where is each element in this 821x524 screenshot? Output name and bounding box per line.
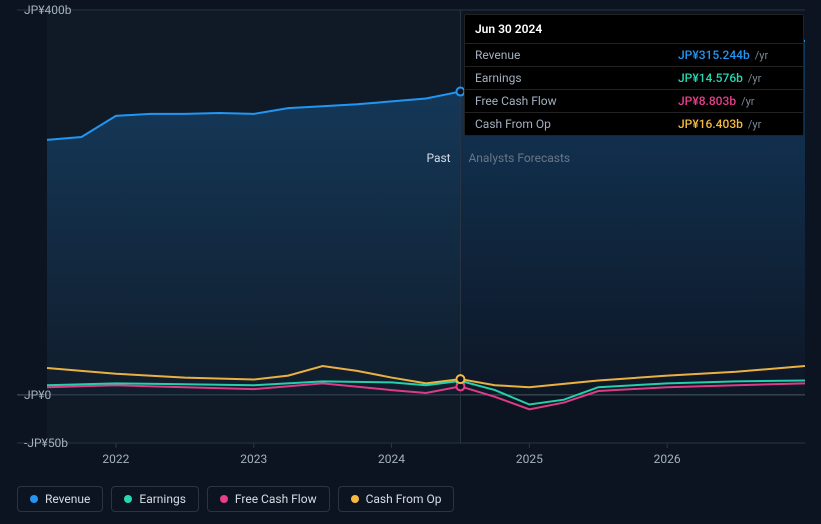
legend-dot-icon: [351, 495, 359, 503]
legend-label: Cash From Op: [366, 492, 442, 506]
x-tick-label: 2022: [102, 452, 129, 466]
tooltip-row: Earnings JP¥14.576b/yr: [465, 67, 803, 90]
chart-legend: Revenue Earnings Free Cash Flow Cash From O…: [17, 486, 454, 512]
y-tick-label: JP¥400b: [24, 3, 71, 17]
tooltip-metric-value: JP¥315.244b: [678, 48, 750, 62]
legend-label: Free Cash Flow: [235, 492, 317, 506]
tooltip-metric-label: Earnings: [475, 71, 522, 85]
tooltip-unit: /yr: [748, 72, 761, 85]
legend-item-revenue[interactable]: Revenue: [17, 486, 103, 512]
tooltip-metric-value: JP¥16.403b: [678, 117, 743, 131]
tooltip-metric-value: JP¥8.803b: [678, 94, 736, 108]
tooltip-row: Cash From Op JP¥16.403b/yr: [465, 113, 803, 135]
tooltip-row: Free Cash Flow JP¥8.803b/yr: [465, 90, 803, 113]
tooltip-unit: /yr: [755, 49, 768, 62]
tooltip-metric-label: Cash From Op: [475, 117, 551, 131]
legend-item-fcf[interactable]: Free Cash Flow: [207, 486, 330, 512]
legend-item-cfo[interactable]: Cash From Op: [338, 486, 455, 512]
tooltip-title: Jun 30 2024: [465, 15, 803, 44]
y-tick-label: JP¥0: [24, 388, 51, 402]
chart-tooltip: Jun 30 2024 RevenueJP¥315.244b/yrEarning…: [464, 14, 804, 136]
legend-item-earnings[interactable]: Earnings: [111, 486, 199, 512]
x-tick-label: 2026: [654, 452, 681, 466]
legend-label: Earnings: [139, 492, 186, 506]
tooltip-metric-value: JP¥14.576b: [678, 71, 743, 85]
legend-label: Revenue: [45, 492, 90, 506]
tooltip-row: Revenue JP¥315.244b/yr: [465, 44, 803, 67]
tooltip-metric-label: Free Cash Flow: [475, 94, 557, 108]
x-tick-label: 2024: [378, 452, 405, 466]
tooltip-unit: /yr: [741, 95, 754, 108]
past-label: Past: [426, 151, 450, 165]
y-tick-label: -JP¥50b: [24, 436, 68, 450]
tooltip-metric-label: Revenue: [475, 48, 520, 62]
legend-dot-icon: [220, 495, 228, 503]
forecasts-label: Analysts Forecasts: [468, 151, 570, 165]
legend-dot-icon: [30, 495, 38, 503]
x-tick-label: 2023: [240, 452, 267, 466]
legend-dot-icon: [124, 495, 132, 503]
tooltip-unit: /yr: [748, 118, 761, 131]
x-tick-label: 2025: [516, 452, 543, 466]
